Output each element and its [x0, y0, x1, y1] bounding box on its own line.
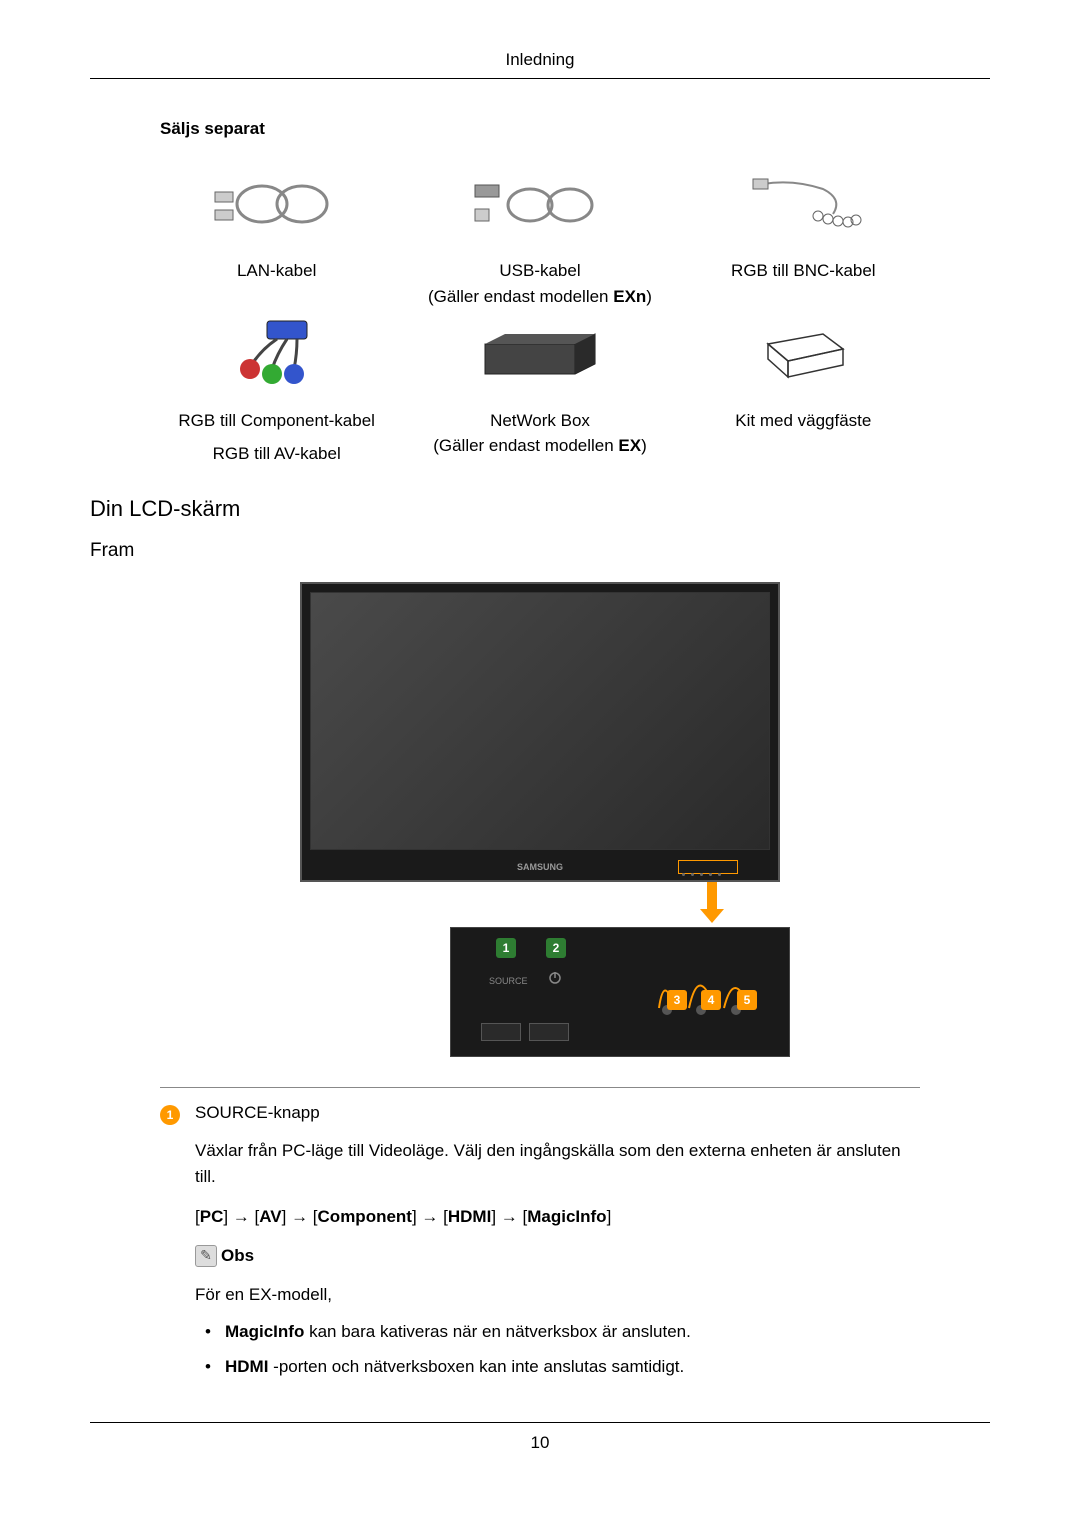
product-label: RGB till Component-kabel [160, 409, 393, 433]
obs-label: Obs [221, 1246, 254, 1266]
wall-mount-icon [753, 319, 853, 389]
product-component-cable: RGB till Component-kabel RGB till AV-kab… [160, 309, 393, 467]
source-chain: [PC] → [AV] → [Component] → [HDMI] → [Ma… [195, 1204, 920, 1230]
lan-cable-icon [207, 174, 347, 234]
monitor-illustration: SAMSUNG 1 2 SOURCE [300, 582, 780, 1057]
control-panel-zoom: 1 2 SOURCE 3 4 [450, 927, 790, 1057]
arrow-icon [707, 882, 717, 912]
product-network-box: NetWork Box (Gäller endast modellen EX) [423, 309, 656, 467]
product-label: RGB till BNC-kabel [687, 259, 920, 283]
product-sublabel: (Gäller endast modellen EX) [423, 434, 656, 458]
ex-model-text: För en EX-modell, [195, 1282, 920, 1308]
list-item: MagicInfo kan bara kativeras när en nätv… [205, 1322, 920, 1342]
product-label: NetWork Box [423, 409, 656, 433]
product-sublabel: RGB till AV-kabel [160, 442, 393, 466]
note-icon: ✎ [195, 1245, 217, 1267]
page-number: 10 [531, 1433, 550, 1452]
network-box-icon [475, 329, 605, 379]
arrow-down-icon [700, 909, 724, 923]
product-bnc-cable: RGB till BNC-kabel [687, 159, 920, 309]
product-wall-mount: Kit med väggfäste [687, 309, 920, 467]
product-grid: LAN-kabel USB-kabel (Gäller endast model… [160, 159, 920, 466]
bnc-cable-icon [743, 174, 863, 234]
num-badge-1: 1 [160, 1105, 180, 1125]
list-item: HDMI -porten och nätverksboxen kan inte … [205, 1357, 920, 1377]
horizontal-divider [160, 1087, 920, 1088]
obs-note: ✎ Obs [195, 1245, 920, 1267]
component-cable-icon [222, 319, 332, 389]
callout-badge-1: 1 [496, 938, 516, 958]
product-sublabel: (Gäller endast modellen EXn) [423, 285, 656, 309]
source-description: Växlar från PC-läge till Videoläge. Välj… [195, 1138, 920, 1189]
source-knapp-title: SOURCE-knapp [195, 1103, 920, 1123]
page-footer: 10 [90, 1422, 990, 1453]
source-btn-label: SOURCE [489, 976, 528, 986]
callout-badge-5: 5 [737, 990, 757, 1010]
product-label: Kit med väggfäste [687, 409, 920, 433]
lcd-heading: Din LCD-skärm [90, 496, 920, 522]
numbered-section-1: 1 SOURCE-knapp Växlar från PC-läge till … [160, 1103, 920, 1392]
monitor-sensor-highlight [678, 860, 738, 874]
callout-badge-3: 3 [667, 990, 687, 1010]
callout-badge-4: 4 [701, 990, 721, 1010]
power-icon [547, 970, 563, 986]
product-lan-cable: LAN-kabel [160, 159, 393, 309]
page-header: Inledning [90, 50, 990, 79]
bullet-list: MagicInfo kan bara kativeras när en nätv… [195, 1322, 920, 1377]
sold-separately-heading: Säljs separat [160, 119, 920, 139]
panel-button-1 [481, 1023, 521, 1041]
product-label: LAN-kabel [160, 259, 393, 283]
product-label: USB-kabel [423, 259, 656, 283]
product-usb-cable: USB-kabel (Gäller endast modellen EXn) [423, 159, 656, 309]
monitor-brand: SAMSUNG [517, 862, 563, 872]
panel-button-2 [529, 1023, 569, 1041]
usb-cable-icon [470, 177, 610, 232]
fram-heading: Fram [90, 540, 920, 562]
callout-badge-2: 2 [546, 938, 566, 958]
